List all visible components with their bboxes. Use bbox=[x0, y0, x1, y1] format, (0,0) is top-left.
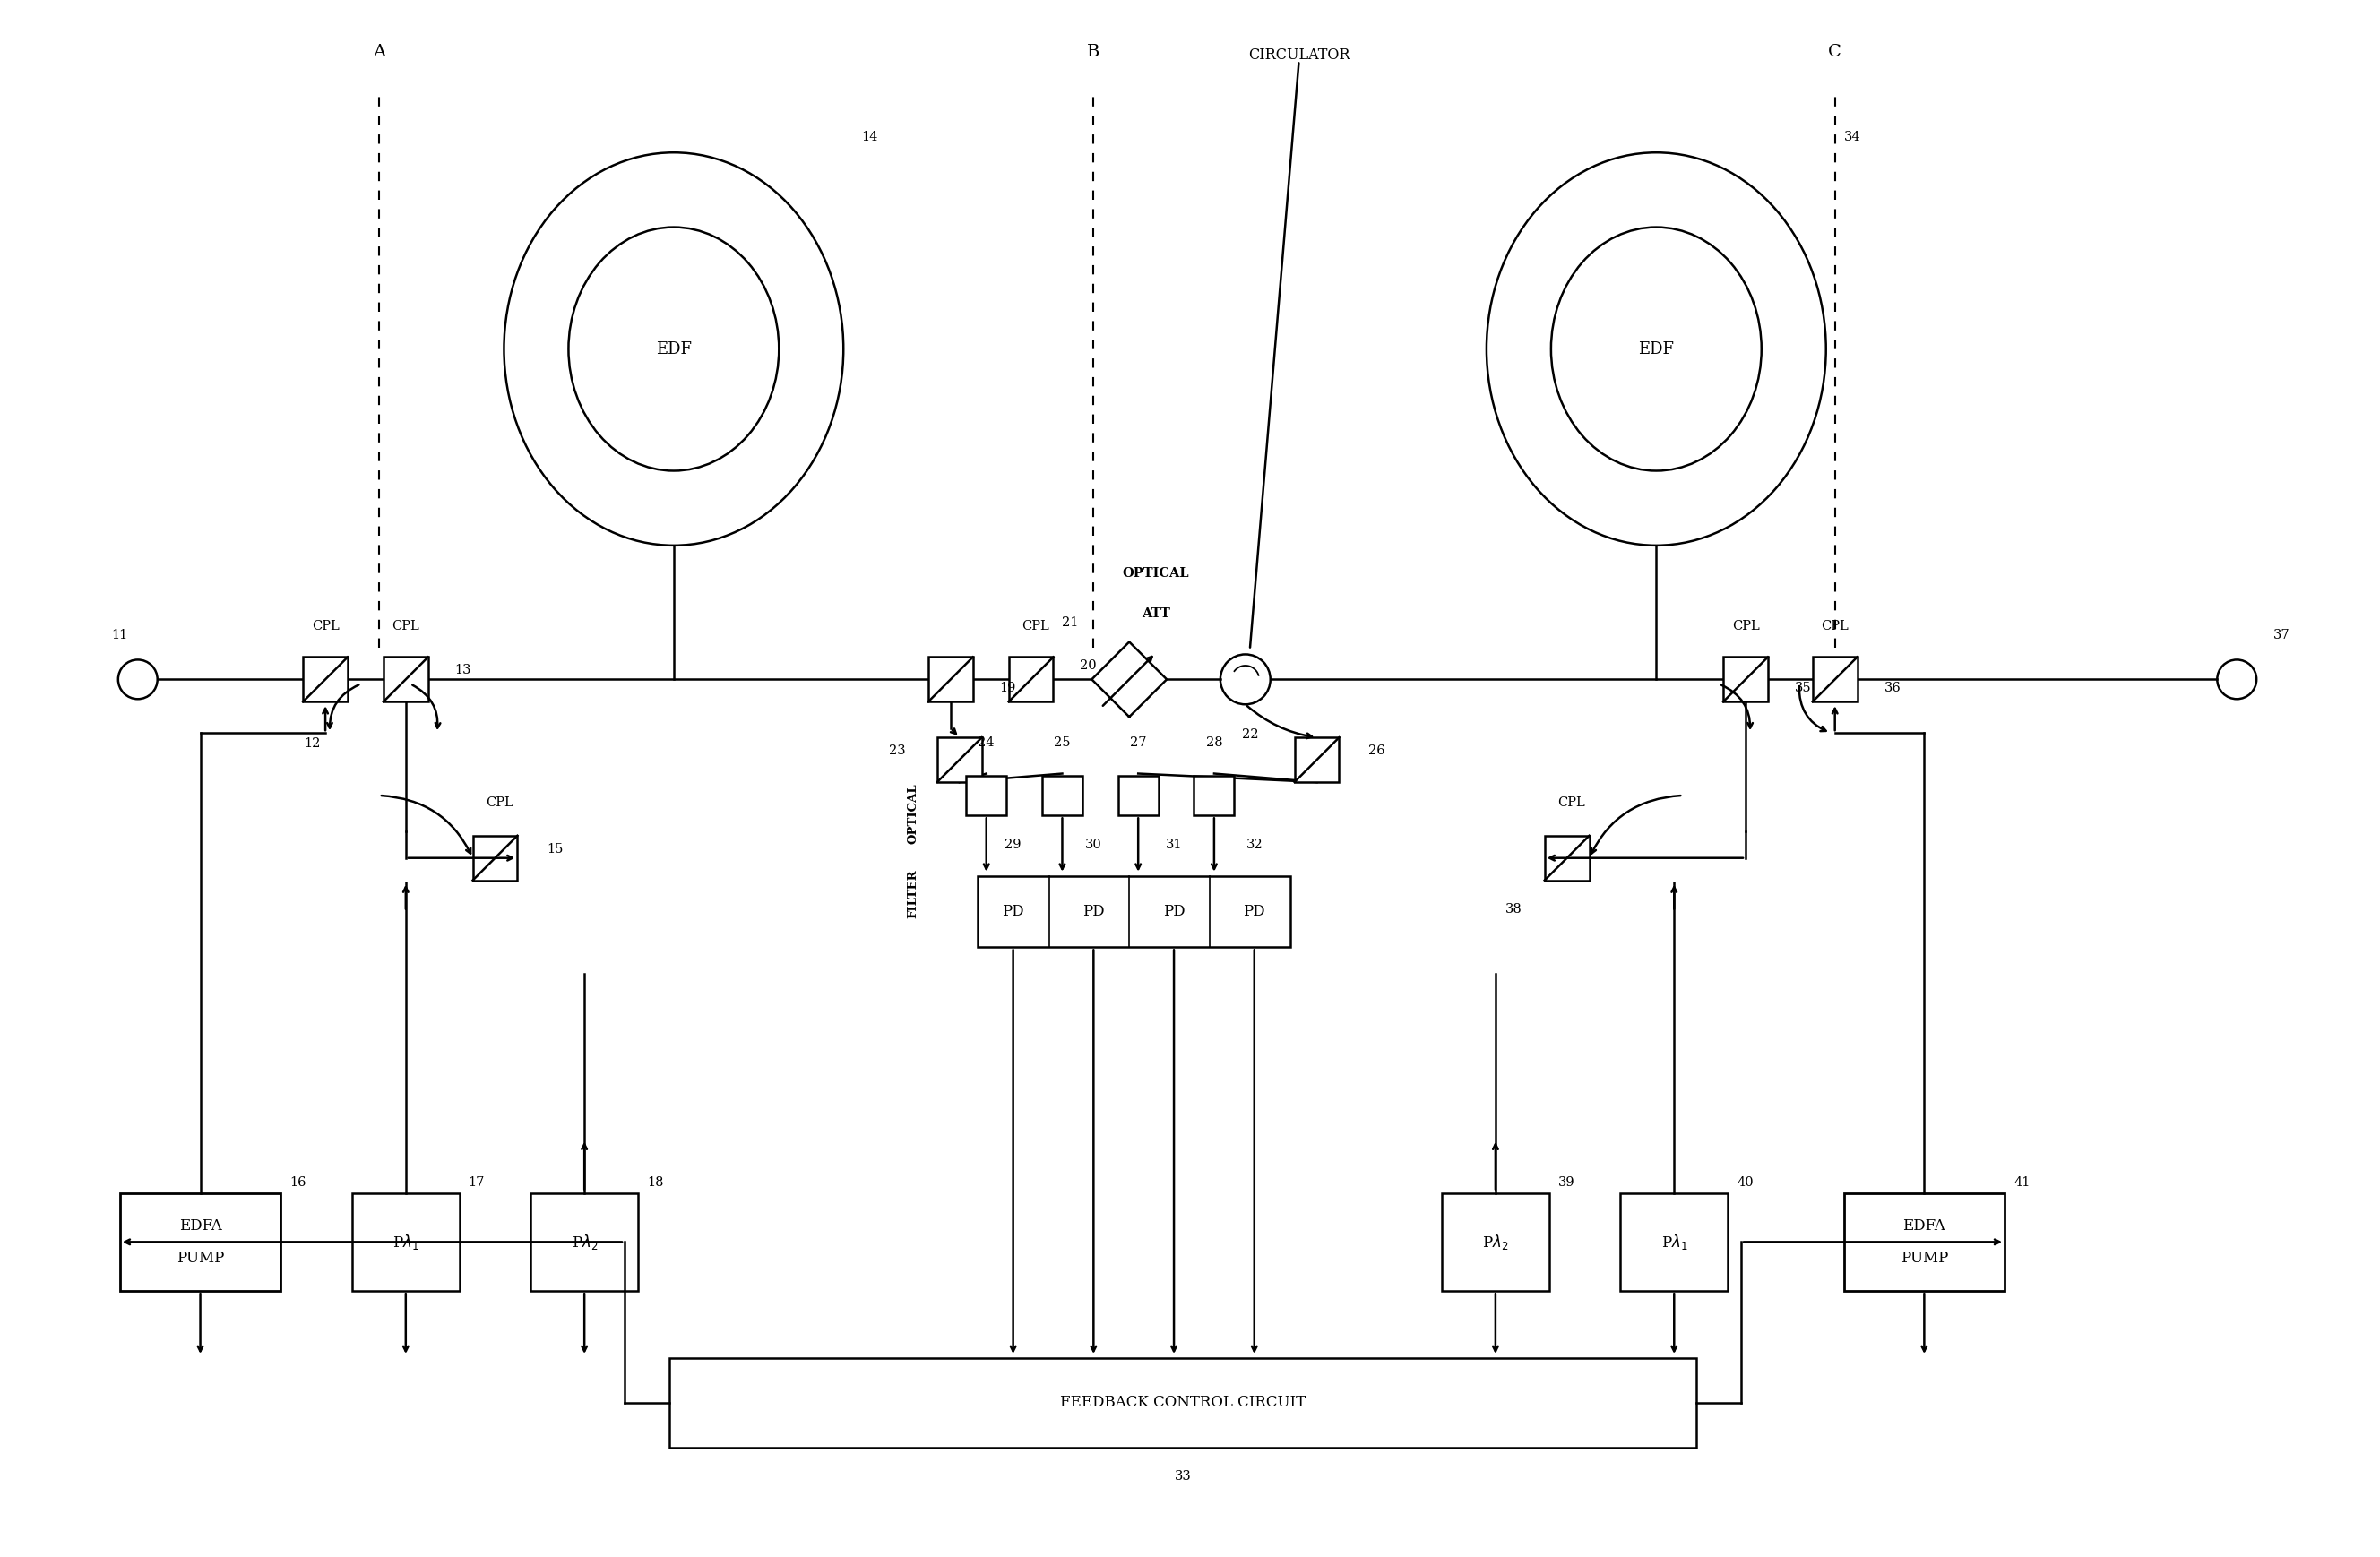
Text: 22: 22 bbox=[1242, 729, 1259, 741]
Text: 14: 14 bbox=[862, 131, 878, 143]
FancyBboxPatch shape bbox=[302, 657, 347, 702]
Text: 27: 27 bbox=[1130, 736, 1147, 749]
Text: PD: PD bbox=[1083, 905, 1104, 919]
Text: PUMP: PUMP bbox=[176, 1250, 224, 1266]
Text: OPTICAL: OPTICAL bbox=[907, 783, 919, 844]
Text: EDF: EDF bbox=[1637, 341, 1673, 357]
Text: CPL: CPL bbox=[1733, 620, 1759, 632]
Text: CPL: CPL bbox=[1821, 620, 1849, 632]
Text: 28: 28 bbox=[1207, 736, 1223, 749]
Text: 32: 32 bbox=[1247, 838, 1264, 850]
Text: P$\lambda_1$: P$\lambda_1$ bbox=[1661, 1233, 1687, 1252]
FancyBboxPatch shape bbox=[978, 877, 1290, 947]
Text: PUMP: PUMP bbox=[1899, 1250, 1949, 1266]
Text: EDF: EDF bbox=[657, 341, 693, 357]
Text: 11: 11 bbox=[112, 629, 129, 641]
FancyBboxPatch shape bbox=[1042, 775, 1083, 816]
Ellipse shape bbox=[1552, 227, 1761, 470]
FancyBboxPatch shape bbox=[1545, 836, 1590, 880]
Text: 30: 30 bbox=[1085, 838, 1102, 850]
Text: 31: 31 bbox=[1166, 838, 1183, 850]
Text: CIRCULATOR: CIRCULATOR bbox=[1247, 47, 1349, 62]
Text: 24: 24 bbox=[978, 736, 995, 749]
Text: C: C bbox=[1828, 44, 1842, 59]
FancyBboxPatch shape bbox=[966, 775, 1007, 816]
Text: PD: PD bbox=[1002, 905, 1023, 919]
FancyBboxPatch shape bbox=[352, 1193, 459, 1291]
Text: CPL: CPL bbox=[393, 620, 419, 632]
Text: ATT: ATT bbox=[1142, 607, 1171, 620]
Text: 19: 19 bbox=[1000, 682, 1016, 694]
FancyBboxPatch shape bbox=[928, 657, 973, 702]
Text: 15: 15 bbox=[547, 842, 564, 855]
FancyBboxPatch shape bbox=[1814, 657, 1856, 702]
Text: B: B bbox=[1088, 44, 1100, 59]
Text: 40: 40 bbox=[1737, 1176, 1754, 1188]
FancyBboxPatch shape bbox=[1195, 775, 1235, 816]
Text: A: A bbox=[374, 44, 386, 59]
FancyBboxPatch shape bbox=[119, 1193, 281, 1291]
Text: 25: 25 bbox=[1054, 736, 1071, 749]
FancyBboxPatch shape bbox=[1723, 657, 1768, 702]
Text: 17: 17 bbox=[469, 1176, 486, 1188]
Ellipse shape bbox=[1488, 153, 1825, 545]
Text: 29: 29 bbox=[1004, 838, 1021, 850]
Text: 21: 21 bbox=[1061, 617, 1078, 629]
Text: CPL: CPL bbox=[312, 620, 338, 632]
Text: 34: 34 bbox=[1845, 131, 1861, 143]
Text: CPL: CPL bbox=[486, 796, 514, 810]
FancyBboxPatch shape bbox=[1009, 657, 1054, 702]
Ellipse shape bbox=[569, 227, 778, 470]
FancyBboxPatch shape bbox=[1119, 775, 1159, 816]
Text: CPL: CPL bbox=[1557, 796, 1585, 810]
FancyBboxPatch shape bbox=[1442, 1193, 1549, 1291]
FancyBboxPatch shape bbox=[669, 1358, 1697, 1448]
Polygon shape bbox=[1092, 641, 1166, 716]
Text: FILTER: FILTER bbox=[907, 869, 919, 919]
Text: P$\lambda_2$: P$\lambda_2$ bbox=[1483, 1233, 1509, 1252]
FancyBboxPatch shape bbox=[531, 1193, 638, 1291]
Text: 33: 33 bbox=[1173, 1470, 1192, 1482]
Text: 18: 18 bbox=[647, 1176, 664, 1188]
FancyBboxPatch shape bbox=[383, 657, 428, 702]
Ellipse shape bbox=[505, 153, 843, 545]
FancyBboxPatch shape bbox=[1621, 1193, 1728, 1291]
Text: PD: PD bbox=[1164, 905, 1185, 919]
Text: EDFA: EDFA bbox=[178, 1218, 221, 1233]
Text: 23: 23 bbox=[890, 744, 907, 757]
Text: 26: 26 bbox=[1368, 744, 1385, 757]
FancyBboxPatch shape bbox=[1845, 1193, 2004, 1291]
FancyBboxPatch shape bbox=[1295, 738, 1340, 782]
FancyBboxPatch shape bbox=[938, 738, 983, 782]
Text: 38: 38 bbox=[1504, 903, 1521, 916]
Text: P$\lambda_2$: P$\lambda_2$ bbox=[571, 1233, 597, 1252]
Text: FEEDBACK CONTROL CIRCUIT: FEEDBACK CONTROL CIRCUIT bbox=[1059, 1395, 1307, 1411]
Text: 36: 36 bbox=[1885, 682, 1902, 694]
Text: EDFA: EDFA bbox=[1904, 1218, 1944, 1233]
Text: 16: 16 bbox=[290, 1176, 307, 1188]
Text: 37: 37 bbox=[2273, 629, 2290, 641]
Text: OPTICAL: OPTICAL bbox=[1123, 567, 1190, 579]
Text: 41: 41 bbox=[2013, 1176, 2030, 1188]
Text: 12: 12 bbox=[305, 738, 321, 750]
Text: P$\lambda_1$: P$\lambda_1$ bbox=[393, 1233, 419, 1252]
Text: 13: 13 bbox=[455, 665, 471, 677]
Text: PD: PD bbox=[1242, 905, 1266, 919]
Text: 20: 20 bbox=[1081, 660, 1097, 673]
Text: 35: 35 bbox=[1795, 682, 1811, 694]
FancyBboxPatch shape bbox=[474, 836, 516, 880]
Text: 39: 39 bbox=[1559, 1176, 1576, 1188]
Text: CPL: CPL bbox=[1021, 620, 1050, 632]
